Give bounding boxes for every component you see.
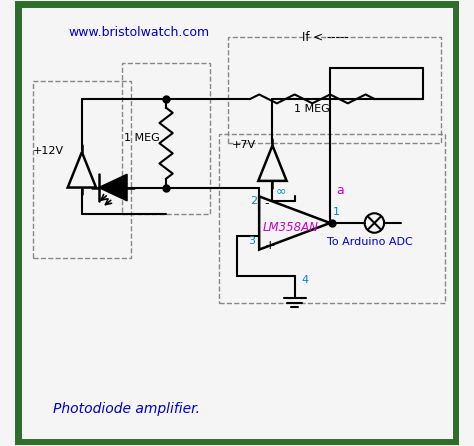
Text: +: + <box>264 239 275 252</box>
Text: 4: 4 <box>301 275 309 285</box>
Text: +7V: +7V <box>232 140 255 150</box>
Text: a: a <box>337 184 345 197</box>
Text: Photodiode amplifier.: Photodiode amplifier. <box>53 402 200 416</box>
Text: 1: 1 <box>333 207 340 217</box>
Text: To Arduino ADC: To Arduino ADC <box>327 237 413 247</box>
Text: ∞: ∞ <box>276 184 286 197</box>
Text: LM358AN: LM358AN <box>262 221 318 234</box>
Text: 3: 3 <box>249 236 255 246</box>
Text: 1 MEG: 1 MEG <box>294 104 330 114</box>
Polygon shape <box>99 174 127 201</box>
Text: -: - <box>264 198 269 211</box>
Text: 2: 2 <box>250 196 257 206</box>
FancyBboxPatch shape <box>18 4 456 442</box>
Text: If < -----: If < ----- <box>302 31 349 44</box>
Text: 1 MEG: 1 MEG <box>124 133 160 143</box>
Text: +12V: +12V <box>33 146 64 156</box>
Text: www.bristolwatch.com: www.bristolwatch.com <box>69 26 210 39</box>
